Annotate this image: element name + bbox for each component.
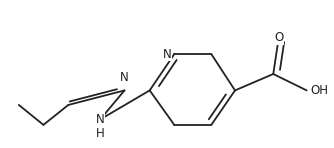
Text: N: N (163, 48, 171, 61)
Text: OH: OH (310, 84, 328, 97)
Text: N: N (96, 113, 105, 126)
Text: N: N (120, 71, 129, 84)
Text: O: O (274, 31, 283, 44)
Text: H: H (96, 127, 105, 140)
